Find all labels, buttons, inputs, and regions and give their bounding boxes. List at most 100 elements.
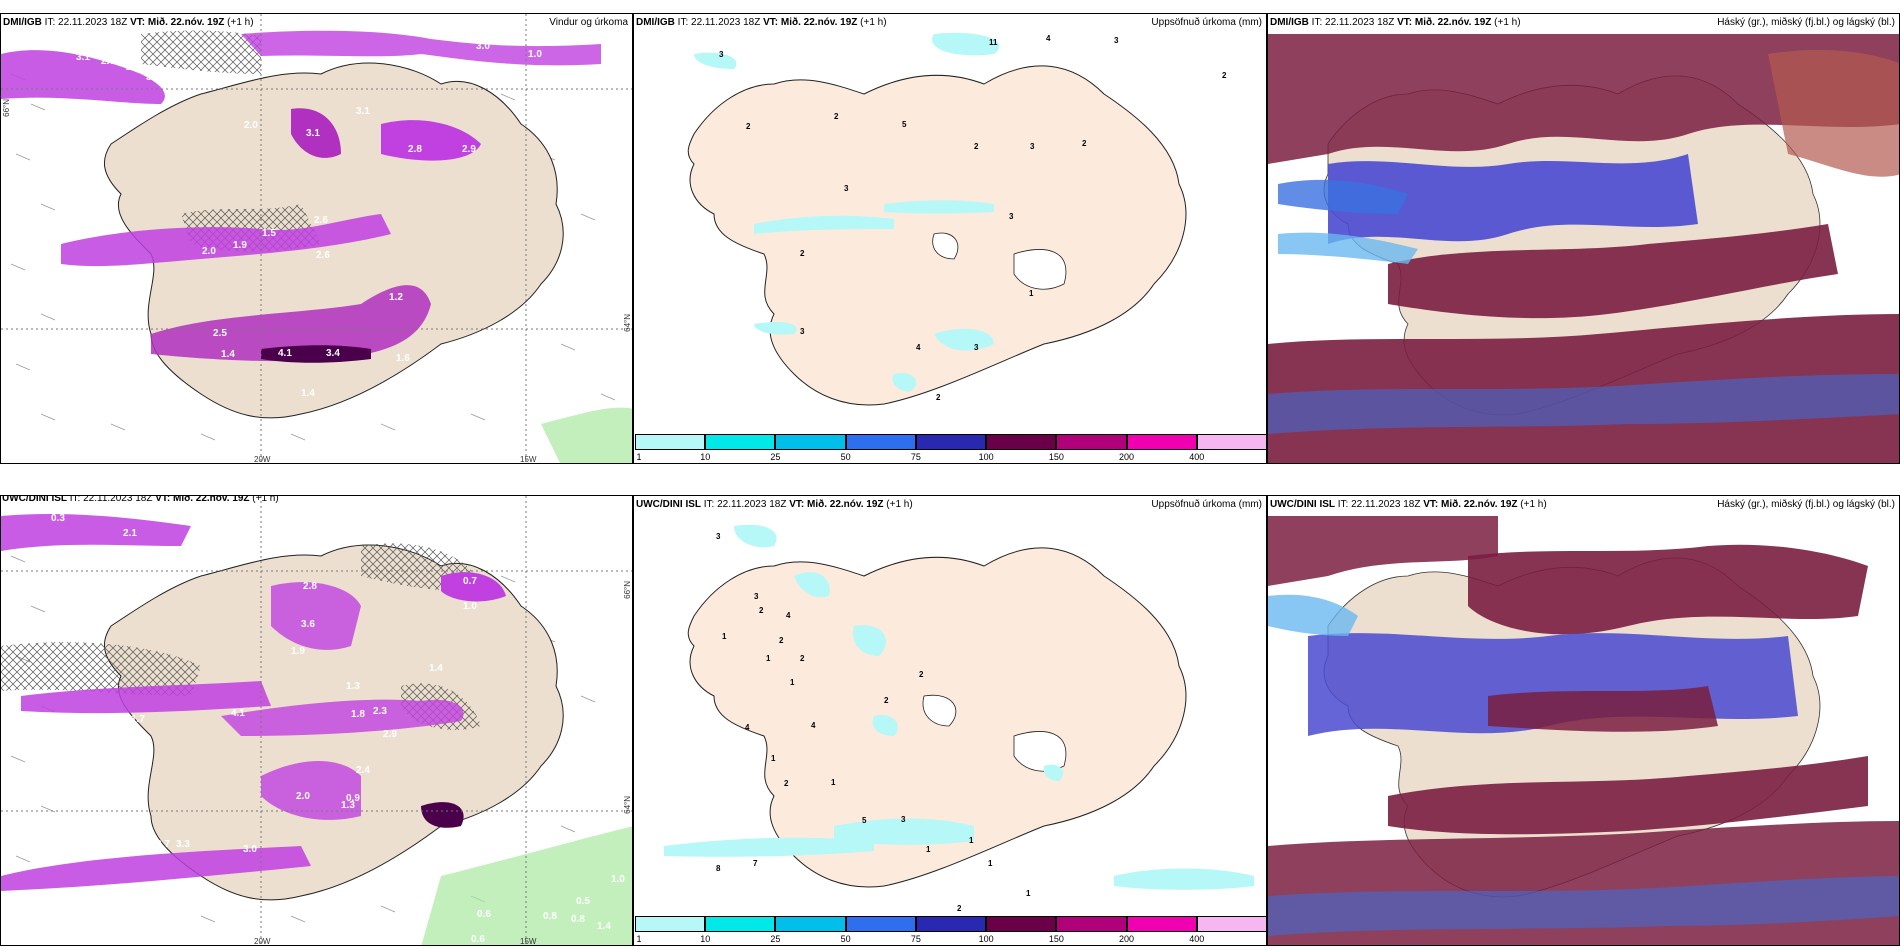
- colorbar-segment: [986, 916, 1057, 932]
- map-value-label: 1.2: [389, 292, 403, 303]
- map-value-label: 1.8: [351, 709, 365, 720]
- map-value-label: 3.0: [476, 41, 490, 52]
- map-value-label: 3: [974, 343, 979, 352]
- map-value-label: 1: [926, 845, 931, 854]
- map-value-label: 3.3: [176, 839, 190, 850]
- map-value-label: 1.4: [429, 663, 443, 674]
- colorbar-segment: [775, 916, 846, 932]
- colorbar-segment: [915, 916, 987, 932]
- colorbar: 1 10 25 50 75 100 150 200 400: [635, 434, 1266, 463]
- map-value-label: 1.4: [301, 388, 315, 399]
- lon-label: 20W: [254, 455, 271, 464]
- map-value-label: 0.9: [346, 793, 360, 804]
- map-value-label: 1: [831, 778, 836, 787]
- header-left: DMI/IGB IT: 22.11.2023 18Z VT: Mið. 22.n…: [1270, 17, 1521, 28]
- lon-label: 15W: [520, 455, 537, 464]
- map-value-label: 3: [719, 50, 724, 59]
- map-value-label: 3: [800, 327, 805, 336]
- colorbar: 1 10 25 50 75 100 150 200 400: [635, 916, 1266, 945]
- map-value-label: 4: [811, 721, 816, 730]
- map-value-label: 2: [800, 654, 805, 663]
- map-value-label: 2.9: [383, 729, 397, 740]
- map-value-label: 4: [786, 611, 791, 620]
- map-value-label: 1.4: [221, 349, 235, 360]
- map-value-label: 0.6: [471, 934, 485, 945]
- map-value-label: 1: [988, 859, 993, 868]
- colorbar-label: 50: [840, 452, 851, 462]
- map-value-label: 2.0: [202, 246, 216, 257]
- map-value-label: 0.9: [85, 555, 99, 566]
- colorbar-label: 150: [1048, 934, 1064, 944]
- map-value-label: 2.1: [123, 528, 137, 539]
- map-value-label: 7: [753, 859, 758, 868]
- map-value-label: 4.1: [231, 708, 245, 719]
- colorbar-label: 10: [700, 934, 711, 944]
- colorbar-label: 1: [636, 934, 642, 944]
- colorbar-segment: [1056, 434, 1127, 450]
- map-value-label: 3: [1009, 212, 1014, 221]
- map-value-label: 2: [1082, 139, 1087, 148]
- map-value-label: 3.1: [76, 52, 90, 63]
- map-value-label: 3.6: [301, 619, 315, 630]
- precip-band-north: [1, 50, 165, 104]
- header-left-clipped: UWC/DINI ISL IT: 22.11.2023 18Z VT: Mið.…: [2, 493, 279, 504]
- map-value-label: 2.0: [244, 120, 258, 131]
- colorbar-segment: [635, 434, 706, 450]
- map-value-label: 0.3: [51, 513, 65, 524]
- map-value-label: 1: [1026, 889, 1031, 898]
- colorbar-label: 25: [770, 452, 781, 462]
- colorbar-segment: [705, 916, 776, 932]
- colorbar-segment: [1196, 434, 1266, 450]
- map-value-label: 2: [800, 249, 805, 258]
- map-value-label: 3.4: [146, 72, 160, 83]
- map-value-label: 4: [745, 723, 750, 732]
- map-value-label: 3: [1030, 142, 1035, 151]
- map-value-label: 2.5: [213, 328, 227, 339]
- map-value-label: 2: [919, 670, 924, 679]
- colorbar-label: 75: [910, 934, 921, 944]
- map-value-label: 0.6: [477, 909, 491, 920]
- lon-label: 15W: [520, 937, 537, 946]
- colorbar-segment: [775, 434, 846, 450]
- map-value-label: 1: [722, 632, 727, 641]
- map-value-label: 1.9: [233, 240, 247, 251]
- map-value-label: 2: [834, 112, 839, 121]
- map-value-label: 1: [1029, 289, 1034, 298]
- map-value-label: 1.5: [262, 228, 276, 239]
- header-left: DMI/IGB IT: 22.11.2023 18Z VT: Mið. 22.n…: [3, 17, 254, 28]
- map-value-label: 2.6: [314, 215, 328, 226]
- map-value-label: 1.2: [416, 362, 430, 373]
- map-value-label: 2.6: [316, 250, 330, 261]
- colorbar-label: 200: [1119, 934, 1135, 944]
- map-value-label: 5: [902, 120, 907, 129]
- map-value-label: 1.0: [611, 874, 625, 885]
- panel-clouds-uwc: UWC/DINI ISL IT: 22.11.2023 18Z VT: Mið.…: [1267, 495, 1900, 946]
- map-value-label: 3.4: [326, 348, 340, 359]
- lat-label: 66°N: [623, 581, 632, 599]
- map-value-label: 1.0: [528, 49, 542, 60]
- map-value-label: 2: [759, 606, 764, 615]
- map-value-label: 8: [716, 864, 721, 873]
- colorbar-segment: [845, 916, 916, 932]
- map-accum-precip-dmi: [687, 32, 1187, 406]
- colorbar-label: 100: [978, 452, 994, 462]
- map-wind-precip-dmi: [1, 14, 632, 463]
- map-value-label: 1.6: [396, 353, 410, 364]
- map-accum-precip-uwc: [664, 524, 1254, 890]
- map-value-label: 2.7: [101, 56, 115, 67]
- panel-wind-precip-uwc: 20W 15W 66°N 64°N 0.3 2.1 0.3 0.9 0.7 1.0 2.8 3…: [0, 495, 633, 946]
- panel-accum-precip-dmi: DMI/IGB IT: 22.11.2023 18Z VT: Mið. 22.n…: [633, 13, 1267, 464]
- map-wind-precip-uwc: [1, 496, 632, 945]
- map-value-label: 2.0: [296, 791, 310, 802]
- map-value-label: 1.9: [609, 76, 623, 87]
- panel-clouds-dmi: DMI/IGB IT: 22.11.2023 18Z VT: Mið. 22.n…: [1267, 13, 1900, 464]
- colorbar-label: 400: [1189, 934, 1205, 944]
- map-value-label: 3: [716, 532, 721, 541]
- lat-label: 66°N: [2, 99, 11, 117]
- map-clouds-uwc: [1268, 516, 1899, 945]
- panel-accum-precip-uwc: UWC/DINI ISL IT: 22.11.2023 18Z VT: Mið.…: [633, 495, 1267, 946]
- header-left: DMI/IGB IT: 22.11.2023 18Z VT: Mið. 22.n…: [636, 17, 887, 28]
- map-value-label: 2: [784, 779, 789, 788]
- colorbar-segment: [705, 434, 776, 450]
- colorbar-label: 10: [700, 452, 711, 462]
